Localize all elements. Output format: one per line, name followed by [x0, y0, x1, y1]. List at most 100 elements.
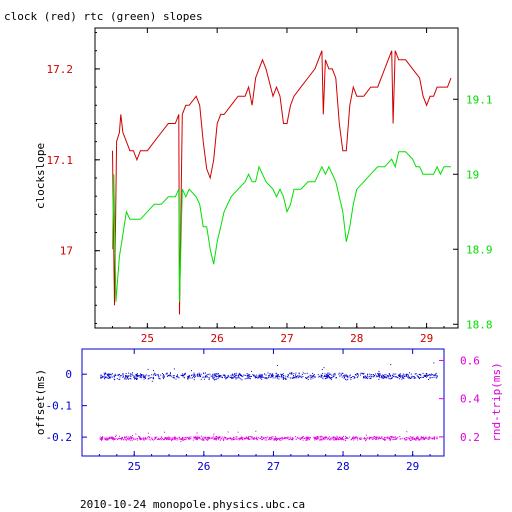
scatter-point [224, 374, 226, 376]
scatter-point [312, 377, 314, 379]
scatter-point [310, 378, 312, 380]
scatter-point [159, 378, 161, 380]
scatter-point [256, 439, 258, 441]
scatter-point [434, 438, 435, 440]
offset-x-tick-label: 29 [406, 460, 419, 473]
rndtrip-y-tick-label: 0.6 [460, 354, 480, 367]
scatter-point [241, 438, 243, 439]
scatter-point [119, 378, 121, 380]
scatter-point [268, 439, 270, 441]
scatter-point [158, 378, 160, 379]
scatter-point [359, 437, 361, 439]
scatter-point [113, 438, 115, 440]
scatter-point [226, 377, 227, 379]
scatter-point [231, 377, 232, 379]
scatter-point [309, 437, 311, 439]
scatter-point [230, 376, 232, 378]
scatter-point [135, 433, 137, 435]
scatter-point [236, 438, 238, 440]
scatter-point [319, 439, 321, 441]
slope-y-tick-label: 17.1 [47, 154, 74, 167]
scatter-point [120, 439, 122, 441]
scatter-point [244, 438, 246, 440]
scatter-point [189, 375, 191, 377]
scatter-point [113, 376, 115, 378]
scatter-point [295, 375, 297, 377]
scatter-point [264, 377, 266, 379]
scatter-point [175, 437, 177, 439]
scatter-point [422, 437, 424, 439]
scatter-point [186, 437, 188, 439]
scatter-point [226, 438, 228, 440]
scatter-point [218, 437, 220, 439]
scatter-point [136, 373, 138, 375]
scatter-point [199, 375, 201, 377]
scatter-point [242, 375, 244, 377]
scatter-point [404, 437, 406, 439]
scatter-point [340, 373, 342, 375]
scatter-point [240, 437, 242, 439]
scatter-point [382, 376, 383, 378]
scatter-point [282, 437, 284, 439]
scatter-point [244, 378, 246, 380]
scatter-point [280, 438, 282, 439]
scatter-point [399, 436, 401, 437]
scatter-point [325, 437, 327, 439]
scatter-point [249, 438, 251, 440]
scatter-point [198, 372, 200, 374]
scatter-point [213, 439, 215, 440]
scatter-point [370, 373, 372, 375]
scatter-point [396, 438, 398, 440]
scatter-point [281, 375, 283, 377]
scatter-point [238, 437, 240, 439]
scatter-point [160, 438, 162, 440]
scatter-point [166, 375, 168, 377]
scatter-point [217, 378, 219, 380]
scatter-point [230, 374, 232, 376]
chart-title: clock (red) rtc (green) slopes [4, 10, 203, 23]
scatter-point [427, 437, 429, 439]
scatter-point [114, 374, 116, 376]
scatter-point [225, 438, 227, 440]
scatter-point [292, 438, 294, 440]
scatter-point [140, 437, 142, 439]
scatter-point [261, 377, 263, 378]
scatter-point [429, 437, 431, 439]
scatter-point [272, 374, 274, 376]
scatter-point [334, 439, 336, 441]
scatter-point [115, 438, 117, 440]
scatter-point [159, 439, 161, 441]
scatter-point [395, 437, 397, 439]
scatter-point [174, 438, 175, 440]
scatter-point [138, 375, 140, 377]
scatter-point [406, 373, 408, 375]
scatter-point [370, 377, 372, 379]
scatter-point [308, 437, 310, 439]
scatter-point [210, 438, 212, 439]
scatter-point [218, 374, 220, 376]
scatter-point [334, 374, 336, 376]
scatter-point [336, 435, 338, 437]
scatter-point [125, 378, 127, 380]
scatter-point [318, 376, 320, 378]
scatter-point [342, 438, 344, 440]
scatter-point [435, 372, 437, 374]
scatter-point [327, 376, 329, 378]
scatter-point [171, 437, 173, 439]
scatter-point [304, 437, 306, 439]
scatter-point [175, 378, 177, 380]
scatter-point [278, 378, 280, 380]
scatter-point [379, 373, 381, 375]
scatter-point [332, 439, 334, 441]
scatter-point [169, 438, 171, 439]
scatter-point [113, 439, 114, 441]
scatter-point [420, 374, 422, 376]
scatter-point [330, 439, 332, 441]
scatter-point [112, 437, 114, 439]
scatter-point [247, 437, 249, 438]
scatter-point [421, 437, 423, 439]
scatter-point [104, 374, 106, 376]
scatter-point [340, 374, 342, 376]
scatter-point [255, 376, 257, 378]
scatter-point [252, 437, 254, 439]
